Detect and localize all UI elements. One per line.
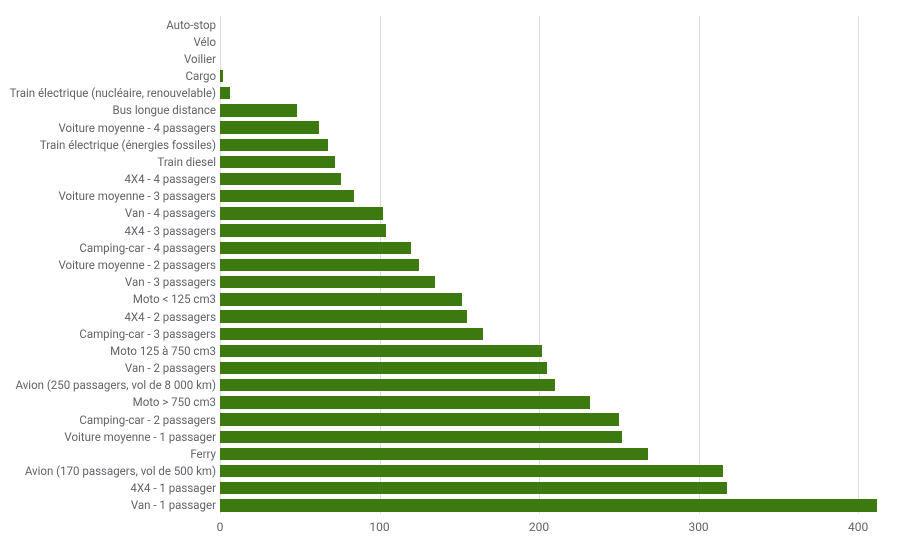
y-label: 4X4 - 2 passagers [124,311,216,323]
bar-row [220,431,890,443]
bar-row [220,190,890,202]
y-label: Train électrique (nucléaire, renouvelabl… [10,87,216,99]
bar [220,345,542,357]
bar [220,413,619,425]
y-label: Vélo [193,36,216,48]
bar [220,173,341,185]
bar-row [220,413,890,425]
bar-row [220,36,890,48]
bar [220,431,622,443]
bar-row [220,18,890,30]
y-label: Auto-stop [166,19,216,31]
bar-row [220,224,890,236]
bar [220,259,419,271]
y-axis-labels: Auto-stop Vélo Voilier Cargo Train électriqu… [0,16,216,514]
y-label: Voilier [184,53,216,65]
x-tick: 100 [369,520,389,534]
y-label: Moto 125 à 750 cm3 [110,345,216,357]
bar [220,448,648,460]
x-tick: 0 [217,520,224,534]
bar-row [220,242,890,254]
y-label: Van - 1 passager [131,499,216,511]
bar [220,139,328,151]
bar-row [220,53,890,65]
y-label: Moto < 125 cm3 [133,293,216,305]
y-label: Voiture moyenne - 3 passagers [58,190,216,202]
bar [220,156,335,168]
y-label: Bus longue distance [113,104,216,116]
bar-row [220,396,890,408]
bar-row [220,328,890,340]
y-label: Camping-car - 4 passagers [79,242,216,254]
bar-row [220,139,890,151]
bar-row [220,87,890,99]
co2-transport-chart: Auto-stop Vélo Voilier Cargo Train électriqu… [0,0,910,554]
bar [220,276,435,288]
y-label: Voiture moyenne - 2 passagers [58,259,216,271]
y-label: Camping-car - 2 passagers [79,414,216,426]
y-label: Train électrique (énergies fossiles) [40,139,216,151]
bar-row [220,293,890,305]
bar-row [220,70,890,82]
bar [220,465,723,477]
x-axis: 0 100 200 300 400 [220,520,890,540]
bar-row [220,310,890,322]
bar-row [220,465,890,477]
bar [220,87,230,99]
bar [220,104,297,116]
bar-row [220,104,890,116]
bar-row [220,482,890,494]
bar-row [220,121,890,133]
bar [220,499,877,511]
bar [220,396,590,408]
y-label: Van - 4 passagers [125,207,216,219]
bar-row [220,499,890,511]
bar-row [220,448,890,460]
y-label: Avion (250 passagers, vol de 8 000 km) [16,379,216,391]
y-label: Cargo [185,70,216,82]
y-label: Voiture moyenne - 1 passager [64,431,216,443]
bar [220,70,223,82]
y-label: Moto > 750 cm3 [133,396,216,408]
x-tick: 400 [848,520,868,534]
bar-row [220,173,890,185]
x-tick: 200 [529,520,549,534]
bar-row [220,259,890,271]
x-tick: 300 [688,520,708,534]
y-label: Camping-car - 3 passagers [79,328,216,340]
y-label: 4X4 - 1 passager [130,482,216,494]
bar [220,190,354,202]
y-label: Ferry [190,448,216,460]
bar-row [220,362,890,374]
bar [220,293,462,305]
bar [220,242,411,254]
bar [220,207,383,219]
y-label: 4X4 - 3 passagers [124,225,216,237]
y-label: 4X4 - 4 passagers [124,173,216,185]
bar-row [220,345,890,357]
bar [220,121,319,133]
bar-row [220,156,890,168]
bar-row [220,276,890,288]
y-label: Van - 3 passagers [125,276,216,288]
y-label: Van - 2 passagers [125,362,216,374]
bar [220,362,547,374]
y-label: Avion (170 passagers, vol de 500 km) [25,465,216,477]
bars-container [220,16,890,514]
y-label: Train diesel [157,156,216,168]
plot-area [220,16,890,514]
bar [220,328,483,340]
bar-row [220,379,890,391]
bar [220,379,555,391]
bar-row [220,207,890,219]
bar [220,482,727,494]
y-label: Voiture moyenne - 4 passagers [58,122,216,134]
bar [220,224,386,236]
bar [220,310,467,322]
